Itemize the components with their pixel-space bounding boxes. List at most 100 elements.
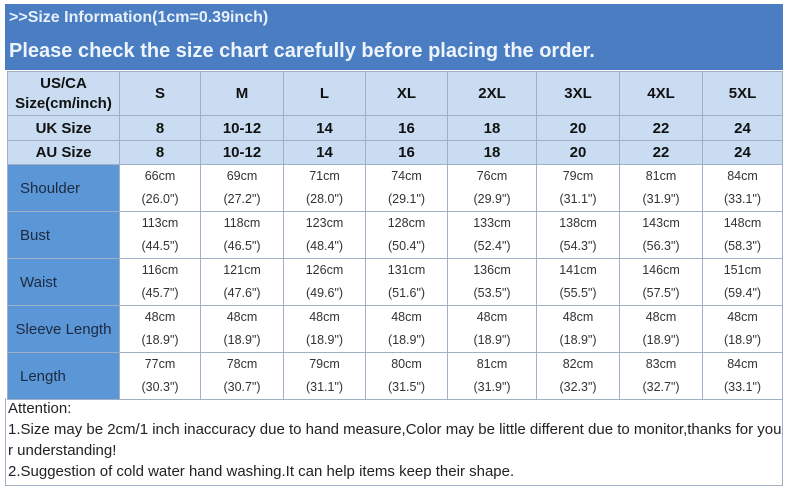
cm-value: 79cm [309, 357, 340, 371]
cm-value: 48cm [226, 310, 258, 324]
row-label: UK Size [7, 115, 120, 141]
size-cell: 8 [119, 115, 201, 141]
size-check-notice: Please check the size chart carefully be… [9, 40, 595, 62]
cm-value: 74cm [391, 169, 422, 183]
inch-value: (55.5") [559, 286, 597, 300]
inch-value: (18.9") [305, 333, 344, 347]
measurement-label: Waist [7, 258, 120, 306]
cm-value: 131cm [387, 263, 426, 277]
inch-value: (47.6") [223, 286, 261, 300]
cm-value: 78cm [226, 357, 258, 371]
cm-value: 141cm [559, 263, 597, 277]
size-cell: 5XL [702, 71, 783, 116]
inch-value: (32.3") [559, 380, 597, 394]
measurement-row: Shoulder 66cm (26.0") 69cm (27.2") 71cm (28.0"… [7, 164, 783, 212]
measurement-cell: 136cm (53.5") [447, 258, 537, 306]
measurement-label: Shoulder [7, 164, 120, 212]
inch-value: (33.1") [723, 192, 762, 206]
header-row: US/CA Size(cm/inch) S M L XL 2XL 3XL 4XL 5XL [7, 71, 783, 116]
cm-value: 77cm [144, 357, 176, 371]
inch-value: (50.4") [387, 239, 426, 253]
measurement-cell: 84cm (33.1") [702, 164, 783, 212]
measurement-row: Sleeve Length 48cm (18.9") 48cm (18.9") 48cm (… [7, 305, 783, 353]
inch-value: (33.1") [723, 380, 762, 394]
cm-value: 81cm [645, 169, 677, 183]
measurement-cell: 48cm (18.9") [365, 305, 448, 353]
row-label: AU Size [7, 140, 120, 165]
inch-value: (45.7") [141, 286, 179, 300]
size-cell: L [283, 71, 366, 116]
cm-value: 48cm [309, 310, 340, 324]
cm-value: 71cm [309, 169, 340, 183]
header-row: AU Size 8 10-12 14 16 18 20 22 24 [7, 140, 783, 165]
inch-value: (58.3") [723, 239, 762, 253]
measurement-cell: 48cm (18.9") [702, 305, 783, 353]
header-row: UK Size 8 10-12 14 16 18 20 22 24 [7, 115, 783, 141]
measurement-cell: 128cm (50.4") [365, 211, 448, 259]
measurement-cell: 76cm (29.9") [447, 164, 537, 212]
inch-value: (32.7") [642, 380, 680, 394]
measurement-cell: 126cm (49.6") [283, 258, 366, 306]
size-cell: 24 [702, 115, 783, 141]
size-cell: 24 [702, 140, 783, 165]
inch-value: (18.9") [723, 333, 762, 347]
cm-value: 121cm [223, 263, 261, 277]
cm-value: 48cm [476, 310, 508, 324]
measurement-cell: 69cm (27.2") [200, 164, 284, 212]
inch-value: (31.9") [642, 192, 680, 206]
cm-value: 48cm [645, 310, 677, 324]
measurement-cell: 123cm (48.4") [283, 211, 366, 259]
inch-value: (30.3") [141, 380, 179, 394]
measurement-label: Sleeve Length [7, 305, 120, 353]
inch-value: (51.6") [387, 286, 426, 300]
cm-value: 151cm [723, 263, 762, 277]
cm-value: 136cm [473, 263, 511, 277]
cm-value: 123cm [305, 216, 344, 230]
cm-value: 143cm [642, 216, 680, 230]
inch-value: (59.4") [723, 286, 762, 300]
measurement-row: Bust 113cm (44.5") 118cm (46.5") 123cm (48.4")… [7, 211, 783, 259]
cm-value: 118cm [223, 216, 261, 230]
measurement-cell: 116cm (45.7") [119, 258, 201, 306]
inch-value: (53.5") [473, 286, 511, 300]
inch-value: (29.1") [387, 192, 426, 206]
attention-note-1: 1.Size may be 2cm/1 inch inaccuracy due … [8, 421, 782, 459]
cm-value: 48cm [144, 310, 176, 324]
size-cell: 20 [536, 115, 620, 141]
cm-value: 69cm [226, 169, 258, 183]
size-cell: 18 [447, 140, 537, 165]
inch-value: (27.2") [223, 192, 261, 206]
size-chart-table: US/CA Size(cm/inch) S M L XL 2XL 3XL 4XL 5XL UK S… [7, 71, 783, 400]
cm-value: 83cm [645, 357, 677, 371]
measurement-cell: 131cm (51.6") [365, 258, 448, 306]
measurement-cell: 148cm (58.3") [702, 211, 783, 259]
measurement-cell: 79cm (31.1") [536, 164, 620, 212]
cm-value: 128cm [387, 216, 426, 230]
measurement-cell: 151cm (59.4") [702, 258, 783, 306]
size-cell: 2XL [447, 71, 537, 116]
size-cell: M [200, 71, 284, 116]
size-cell: 3XL [536, 71, 620, 116]
cm-value: 81cm [476, 357, 508, 371]
cm-value: 48cm [562, 310, 594, 324]
inch-value: (31.9") [473, 380, 511, 394]
measurement-cell: 118cm (46.5") [200, 211, 284, 259]
measurement-cell: 121cm (47.6") [200, 258, 284, 306]
measurement-cell: 71cm (28.0") [283, 164, 366, 212]
measurement-row: Waist 116cm (45.7") 121cm (47.6") 126cm (49.6"… [7, 258, 783, 306]
inch-value: (29.9") [473, 192, 511, 206]
measurement-cell: 74cm (29.1") [365, 164, 448, 212]
cm-value: 84cm [727, 357, 758, 371]
size-info-banner: >>Size Information(1cm=0.39inch) Please … [5, 4, 783, 70]
cm-value: 66cm [144, 169, 176, 183]
measurement-cell: 81cm (31.9") [619, 164, 703, 212]
size-cell: 4XL [619, 71, 703, 116]
cm-value: 113cm [141, 216, 179, 230]
measurement-cell: 79cm (31.1") [283, 352, 366, 400]
measurement-cell: 141cm (55.5") [536, 258, 620, 306]
attention-note-2: 2.Suggestion of cold water hand washing.… [8, 463, 515, 480]
inch-value: (44.5") [141, 239, 179, 253]
inch-value: (49.6") [305, 286, 344, 300]
cm-value: 148cm [723, 216, 762, 230]
cm-value: 133cm [473, 216, 511, 230]
